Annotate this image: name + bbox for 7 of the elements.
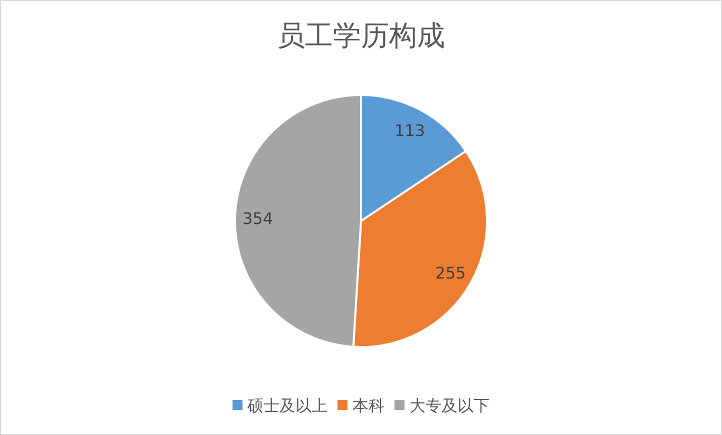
data-label: 113 bbox=[394, 120, 426, 140]
chart-title: 员工学历构成 bbox=[277, 19, 445, 52]
data-label: 354 bbox=[242, 208, 273, 228]
legend-label: 本科 bbox=[352, 396, 384, 415]
data-label: 255 bbox=[435, 264, 466, 283]
legend-label: 大专及以下 bbox=[410, 396, 490, 415]
legend-label: 硕士及以上 bbox=[246, 396, 328, 415]
